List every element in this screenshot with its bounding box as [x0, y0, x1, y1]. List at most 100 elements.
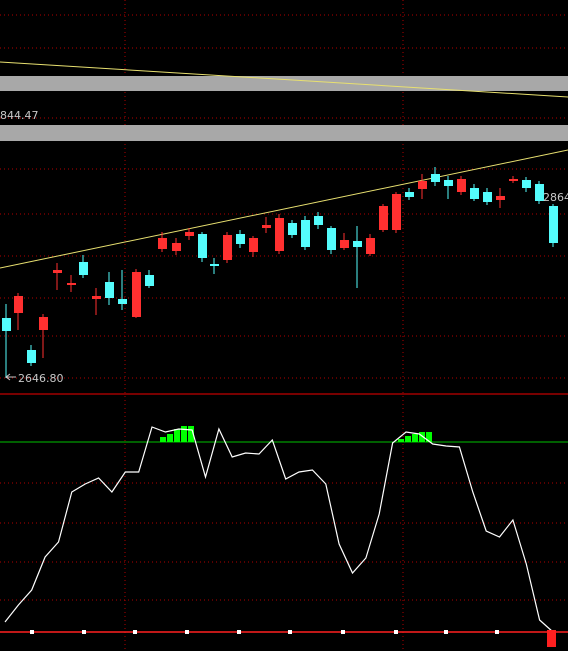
signal-bar — [160, 437, 166, 442]
candle — [275, 214, 284, 254]
candle-body — [275, 218, 284, 251]
candle — [79, 255, 88, 278]
trendlines — [0, 61, 568, 269]
baseline-tick — [237, 630, 241, 634]
candle-body — [132, 272, 141, 317]
candle-body — [366, 238, 375, 254]
candle-body — [288, 223, 297, 235]
candle-body — [470, 188, 479, 199]
candle — [262, 217, 271, 233]
signal-bar — [412, 434, 418, 442]
candle-body — [185, 232, 194, 236]
candle — [185, 228, 194, 240]
upper-price-label: 844.47 — [0, 109, 39, 122]
baseline-tick — [82, 630, 86, 634]
signal-bar — [188, 426, 194, 442]
signal-bar — [398, 439, 404, 442]
candle-body — [210, 264, 219, 266]
candle-body — [496, 196, 505, 200]
candle-body — [549, 206, 558, 243]
candle — [67, 275, 76, 292]
candle — [327, 226, 336, 254]
candle — [522, 177, 531, 192]
candle — [535, 181, 544, 204]
candle — [105, 272, 114, 305]
candle-body — [392, 194, 401, 230]
candle — [340, 233, 349, 250]
candle-body — [379, 206, 388, 230]
candle-body — [340, 240, 349, 248]
candle — [353, 226, 362, 288]
candle — [210, 258, 219, 274]
right-price-label: 2864 — [543, 191, 568, 204]
end-marker — [547, 630, 556, 647]
signal-bar — [405, 436, 411, 442]
candle — [444, 176, 453, 199]
candle-body — [535, 184, 544, 201]
indicator-line — [4, 426, 554, 633]
signal-bar — [426, 432, 432, 442]
candle — [92, 288, 101, 315]
candle — [249, 236, 258, 257]
candle — [145, 270, 154, 288]
candle — [158, 232, 167, 252]
candle — [223, 232, 232, 263]
candle-body — [431, 174, 440, 182]
candle-body — [522, 180, 531, 188]
gray-band — [0, 76, 568, 91]
candle — [27, 345, 36, 366]
candle — [496, 188, 505, 208]
candle-body — [223, 235, 232, 260]
candle — [483, 188, 492, 205]
signal-bar — [174, 429, 180, 442]
candle — [198, 232, 207, 262]
candle-body — [39, 317, 48, 330]
gray-band — [0, 125, 568, 141]
candle-body — [457, 179, 466, 192]
candle — [314, 212, 323, 229]
candle — [14, 293, 23, 330]
candle-body — [2, 318, 11, 331]
candle-body — [92, 296, 101, 299]
candle — [509, 176, 518, 183]
candle-body — [327, 228, 336, 250]
candle-body — [418, 181, 427, 189]
candle — [405, 188, 414, 200]
candle-body — [249, 238, 258, 252]
low-price-label: 2646.80 — [18, 372, 64, 385]
signal-bar — [419, 432, 425, 442]
candle — [39, 314, 48, 358]
upper-trendline — [0, 61, 568, 98]
candle-body — [27, 350, 36, 363]
signal-bar — [181, 426, 187, 442]
candle-body — [314, 216, 323, 225]
baseline-tick — [30, 630, 34, 634]
candle-body — [198, 234, 207, 258]
baseline-tick — [185, 630, 189, 634]
candle-body — [158, 238, 167, 249]
low-marker-arrow — [5, 373, 11, 381]
baseline-tick — [394, 630, 398, 634]
candle — [118, 270, 127, 310]
candle-body — [444, 180, 453, 186]
candle — [366, 234, 375, 256]
candle — [379, 204, 388, 232]
candle — [301, 216, 310, 250]
baseline-tick — [288, 630, 292, 634]
candle — [457, 176, 466, 195]
candle-body — [353, 241, 362, 247]
candle — [549, 204, 558, 247]
candle-body — [14, 296, 23, 313]
candle — [392, 192, 401, 233]
candle — [470, 184, 479, 201]
indicator-panel — [0, 426, 568, 647]
candle — [431, 167, 440, 186]
baseline-tick — [341, 630, 345, 634]
candle — [172, 238, 181, 255]
candle — [288, 220, 297, 238]
signal-bar — [167, 434, 173, 442]
candle-body — [301, 220, 310, 247]
candle — [53, 263, 62, 290]
candle — [236, 230, 245, 248]
